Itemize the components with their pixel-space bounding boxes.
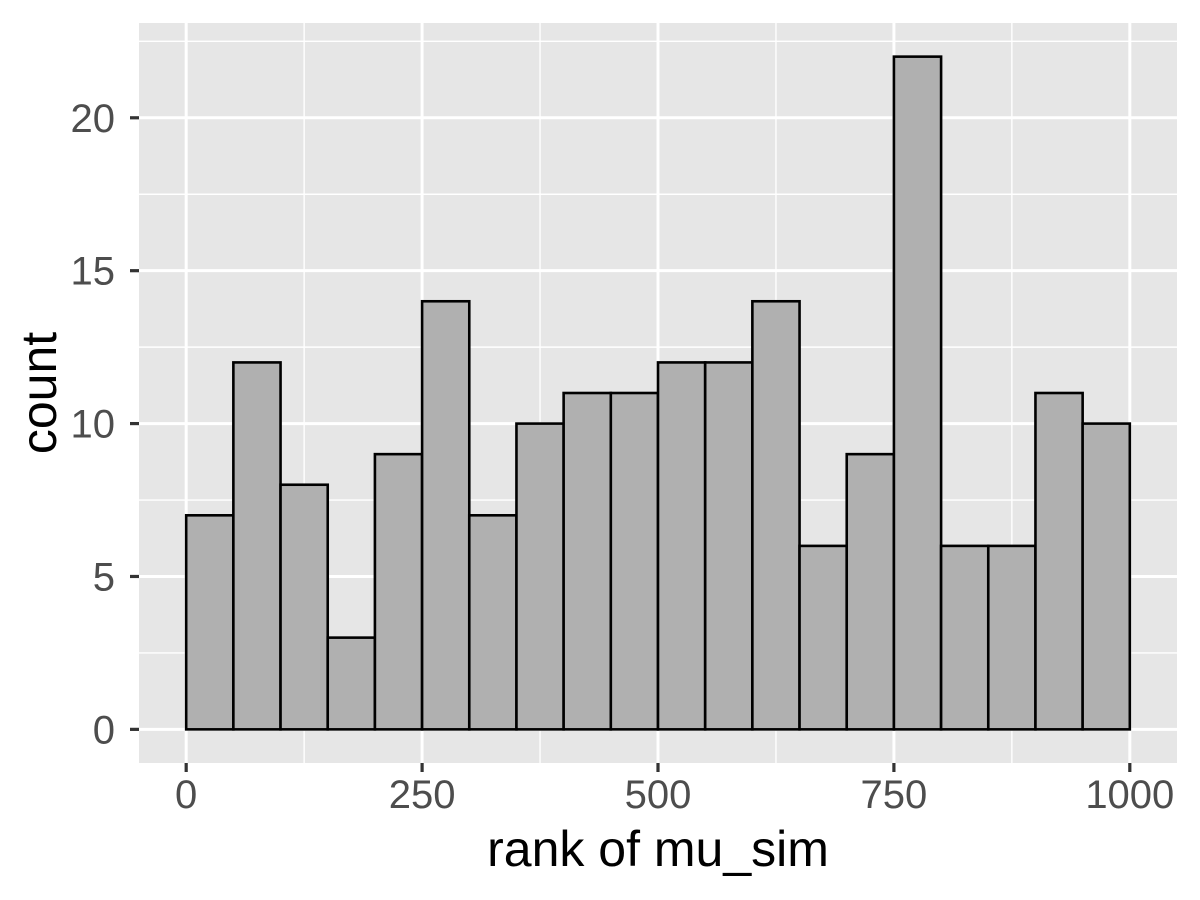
histogram-bar — [845, 452, 896, 731]
y-tick-label: 15 — [71, 250, 116, 294]
histogram-bar — [420, 299, 471, 731]
histogram-bar — [939, 544, 990, 731]
histogram-bar — [373, 452, 424, 731]
x-tick-label: 0 — [175, 773, 197, 817]
y-tick-label: 0 — [93, 708, 115, 752]
x-tick-label: 250 — [389, 773, 456, 817]
x-tick-label: 500 — [625, 773, 692, 817]
x-tick-label: 1000 — [1085, 773, 1174, 817]
histogram-bar — [326, 636, 377, 731]
histogram-bar — [609, 391, 660, 731]
histogram-bar — [751, 299, 801, 731]
y-tick-label: 20 — [71, 97, 116, 141]
histogram-bar — [515, 422, 565, 731]
histogram-bar — [232, 361, 282, 731]
histogram-bar — [279, 483, 330, 731]
histogram-bar — [986, 544, 1037, 731]
histogram-bar — [1034, 391, 1084, 731]
x-axis-title: rank of mu_sim — [487, 821, 829, 877]
histogram-bar — [892, 55, 943, 731]
axis-tick-marks — [130, 116, 1132, 772]
histogram-bar — [798, 544, 849, 731]
y-axis-title: count — [11, 332, 67, 454]
y-tick-label: 5 — [93, 555, 115, 599]
histogram-bars — [184, 55, 1132, 731]
histogram-bar — [184, 514, 235, 731]
histogram-bar — [703, 361, 754, 731]
axis-tick-labels: 0 250 500 750 1000 0 5 10 15 20 — [71, 97, 1175, 817]
histogram-bar — [562, 391, 613, 731]
x-tick-label: 750 — [861, 773, 928, 817]
histogram-bar — [467, 514, 518, 731]
histogram-bar — [656, 361, 707, 731]
histogram-bar — [1081, 422, 1132, 731]
y-tick-label: 10 — [71, 403, 116, 447]
